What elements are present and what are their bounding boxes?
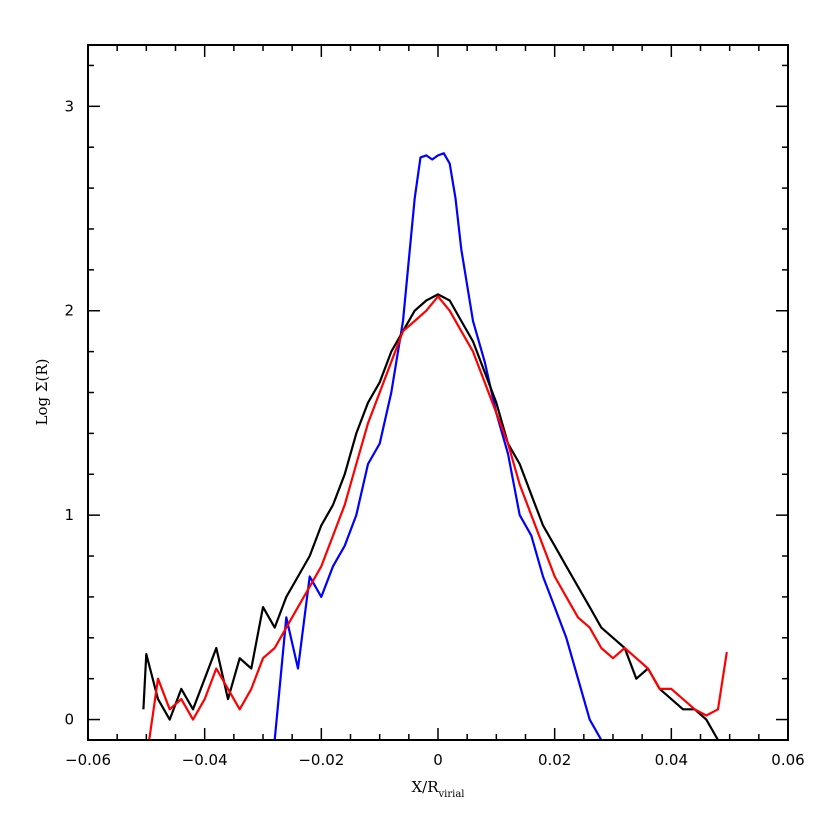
x-tick-label: −0.06 xyxy=(65,751,111,769)
y-tick-label: 1 xyxy=(64,506,74,524)
x-tick-label: 0.04 xyxy=(655,751,688,769)
y-axis-label: Log Σ(R) xyxy=(33,359,51,426)
y-tick-label: 2 xyxy=(64,302,74,320)
x-tick-label: 0.06 xyxy=(771,751,804,769)
y-tick-label: 0 xyxy=(64,711,74,729)
x-axis-label-main: X/R xyxy=(411,778,439,796)
x-tick-label: −0.04 xyxy=(182,751,228,769)
labels-layer: −0.06 −0.04 −0.02 0 0.02 0.04 0.06 0 1 2 3 xyxy=(64,97,804,769)
x-tick-label: 0.02 xyxy=(538,751,571,769)
x-tick-label: 0 xyxy=(433,751,443,769)
series-line-3 xyxy=(148,295,728,740)
plot-frame xyxy=(87,44,789,741)
series-line-1 xyxy=(273,152,603,740)
series-layer xyxy=(142,152,728,740)
x-tick-label: −0.02 xyxy=(298,751,344,769)
x-axis-label-subscript: virial xyxy=(438,789,465,800)
series-line-2 xyxy=(142,293,719,740)
x-axis-label: X/Rvirial xyxy=(411,778,464,800)
y-tick-label: 3 xyxy=(64,97,74,115)
